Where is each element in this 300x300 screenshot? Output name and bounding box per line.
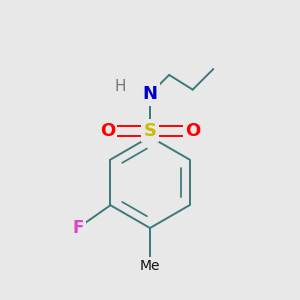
Text: N: N (142, 85, 158, 103)
Text: Me: Me (140, 259, 160, 273)
Text: O: O (185, 122, 200, 140)
Text: S: S (143, 122, 157, 140)
Text: H: H (115, 79, 126, 94)
Text: F: F (72, 219, 83, 237)
Text: H: H (115, 79, 126, 94)
Text: O: O (100, 122, 115, 140)
